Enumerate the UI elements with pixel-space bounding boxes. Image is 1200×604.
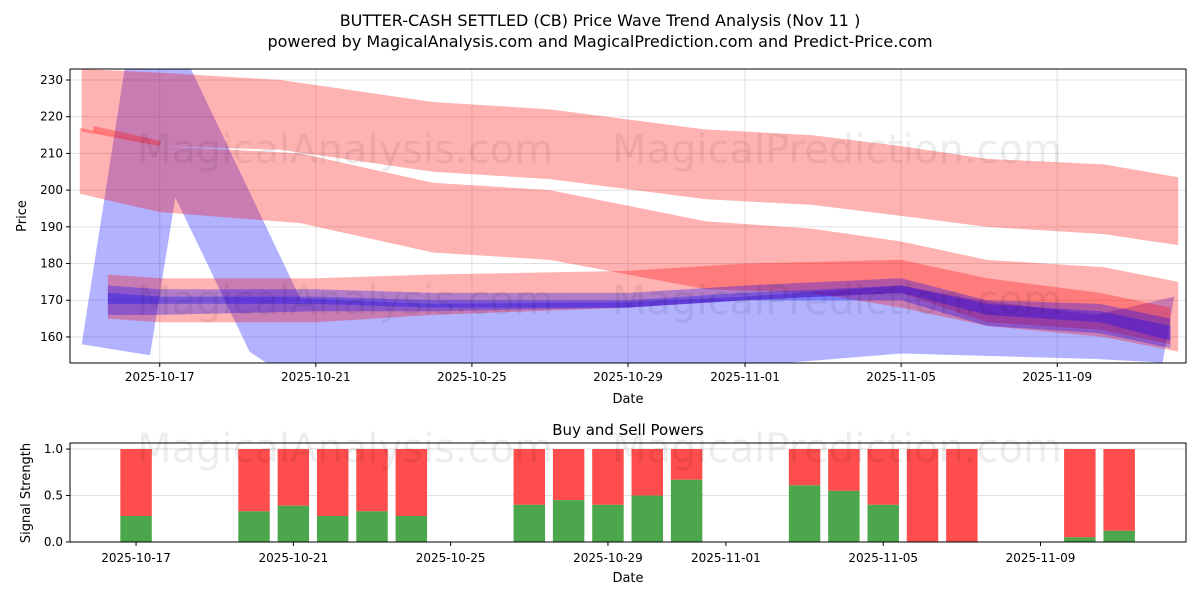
bottom-x-tick-label: 2025-10-29: [573, 551, 643, 565]
sell-power-bar: [395, 449, 428, 516]
sell-power-bar: [670, 449, 703, 480]
buy-power-bar: [631, 495, 663, 542]
sell-power-bar: [828, 449, 860, 491]
watermark-2: MagicalPrediction.com: [612, 127, 1062, 173]
bottom-x-tick-label: 2025-10-17: [101, 551, 171, 565]
buy-power-bar: [316, 515, 349, 542]
buy-power-bar: [1064, 537, 1096, 542]
buy-power-bar: [867, 504, 899, 542]
red-wave-band: [81, 69, 1179, 246]
bottom-y-tick-label: 0.5: [44, 489, 63, 503]
watermark-6: MagicalPrediction.com: [612, 426, 1062, 472]
top-x-tick-label: 2025-11-05: [866, 370, 936, 384]
sell-power-bar: [1103, 449, 1135, 531]
sell-power-bar: [513, 449, 546, 505]
bottom-x-tick-label: 2025-11-09: [1006, 551, 1076, 565]
sell-power-bar: [238, 449, 270, 512]
top-ylabel: Price: [15, 200, 30, 232]
sell-power-bar: [867, 449, 899, 505]
red-wave-band: [93, 125, 160, 147]
sell-power-bar: [788, 449, 821, 486]
top-y-tick-label: 200: [40, 183, 63, 197]
sell-power-bar: [277, 449, 310, 506]
bottom-ticks: 2025-10-17 2025-10-21 2025-10-25 2025-10-29…: [44, 442, 1075, 565]
top-x-tick-label: 2025-10-21: [281, 370, 351, 384]
top-ticks: 2025-10-17 2025-10-21 2025-10-25 2025-10-29…: [40, 73, 1092, 384]
top-y-tick-label: 190: [40, 220, 63, 234]
bottom-x-tick-label: 2025-11-01: [691, 551, 761, 565]
sell-power-bar: [592, 449, 624, 505]
sell-power-bar: [631, 449, 663, 496]
top-xlabel: Date: [612, 392, 643, 407]
bottom-xlabel: Date: [612, 571, 643, 586]
red-wave-band: [79, 127, 1179, 352]
buy-power-bar: [670, 479, 703, 542]
buy-power-bar: [828, 490, 860, 542]
sell-power-bar: [356, 449, 388, 512]
bottom-title: Buy and Sell Powers: [552, 421, 704, 439]
top-y-tick-label: 170: [40, 293, 63, 307]
top-y-tick-label: 230: [40, 73, 63, 87]
top-x-tick-label: 2025-10-17: [125, 370, 195, 384]
top-grid: [70, 69, 1186, 363]
bottom-x-tick-label: 2025-10-21: [258, 551, 328, 565]
top-x-tick-label: 2025-11-01: [710, 370, 780, 384]
watermark-1: MagicalAnalysis.com: [137, 127, 553, 173]
top-x-tick-label: 2025-10-29: [593, 370, 663, 384]
sell-power-bar: [316, 449, 349, 516]
sell-power-bar: [906, 449, 939, 542]
buy-power-bar: [1103, 530, 1135, 542]
top-y-tick-label: 220: [40, 110, 63, 124]
chart-title: BUTTER-CASH SETTLED (CB) Price Wave Tren…: [340, 11, 861, 30]
top-y-tick-label: 210: [40, 146, 63, 160]
bottom-y-tick-label: 0.0: [44, 535, 63, 549]
bottom-y-tick-label: 1.0: [44, 442, 63, 456]
price-bands: [79, 69, 1179, 363]
watermark-3: MagicalAnalysis.com: [137, 278, 553, 324]
top-x-tick-label: 2025-10-25: [437, 370, 507, 384]
buy-power-bar: [592, 504, 624, 542]
watermark-5: MagicalAnalysis.com: [137, 426, 553, 472]
red-wave-band: [107, 259, 1171, 345]
blue-wave-band: [107, 285, 1171, 341]
sell-power-bar: [120, 449, 152, 516]
top-y-tick-label: 160: [40, 330, 63, 344]
bottom-axes-frame: [69, 442, 1187, 543]
buy-power-bar: [120, 515, 152, 542]
buy-power-bar: [513, 504, 546, 542]
bottom-ylabel: Signal Strength: [19, 443, 34, 543]
buy-power-bar: [277, 505, 310, 542]
chart-subtitle: powered by MagicalAnalysis.com and Magic…: [267, 32, 932, 51]
buy-power-bar: [788, 485, 821, 542]
blue-wave-band: [107, 278, 1171, 348]
power-bars: [120, 449, 1135, 542]
bottom-x-tick-label: 2025-10-25: [416, 551, 486, 565]
watermark-4: MagicalPrediction.com: [612, 278, 1062, 324]
blue-wave-polygon: [81, 69, 1175, 363]
buy-power-bar: [238, 511, 270, 542]
bottom-x-tick-label: 2025-11-05: [848, 551, 918, 565]
buy-power-bar: [552, 500, 585, 542]
sell-power-bar: [1064, 449, 1096, 538]
top-x-tick-label: 2025-11-09: [1022, 370, 1092, 384]
buy-power-bar: [356, 511, 388, 542]
sell-power-bar: [946, 449, 978, 542]
buy-power-bar: [395, 515, 428, 542]
sell-power-bar: [552, 449, 585, 501]
top-y-tick-label: 180: [40, 257, 63, 271]
